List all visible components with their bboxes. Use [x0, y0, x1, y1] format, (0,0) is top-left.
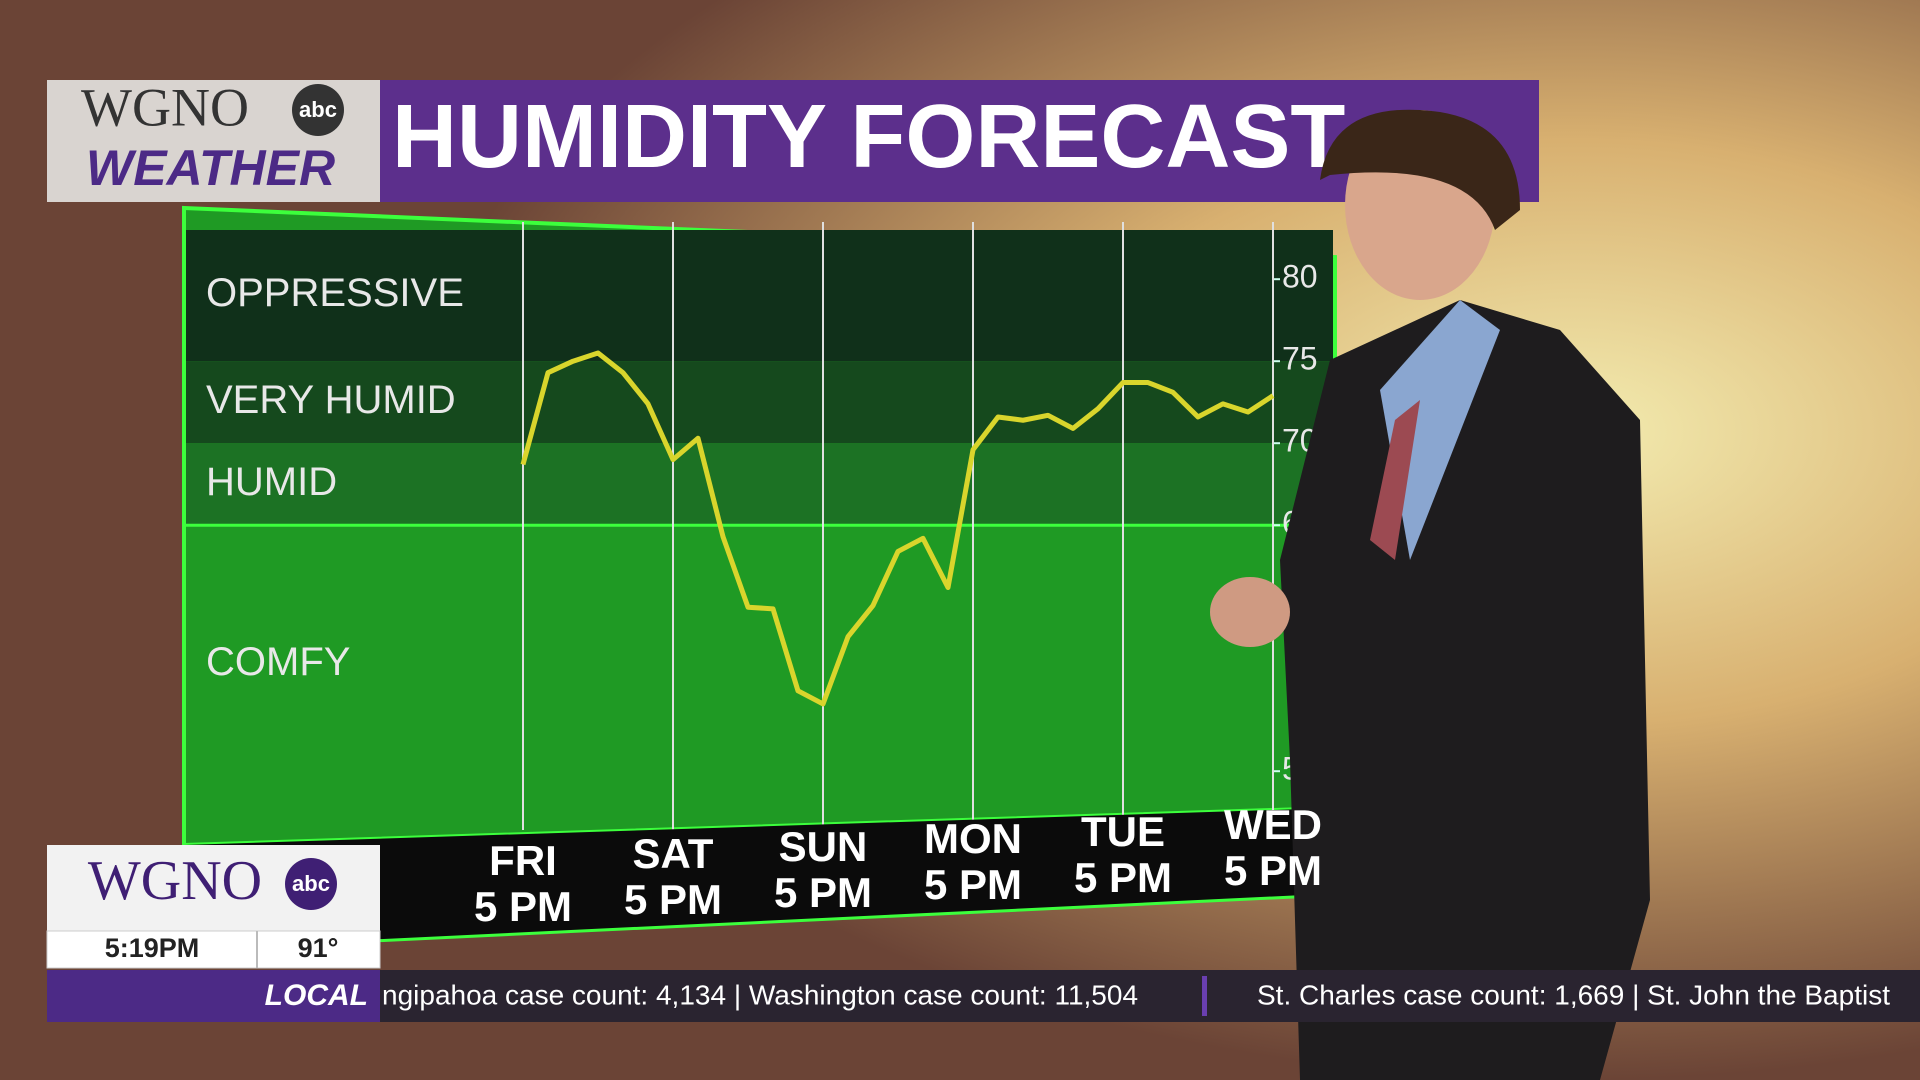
zone-label: VERY HUMID [206, 378, 456, 422]
x-tick-label: SAT 5 PM [623, 829, 723, 923]
zone [186, 230, 1333, 362]
y-tick-label: 75 [1282, 341, 1318, 377]
ticker-section: LOCAL [265, 979, 368, 1012]
x-tick-label: SUN 5 PM [773, 822, 873, 916]
temperature: 91° [298, 933, 339, 963]
zone-label: HUMID [206, 460, 337, 504]
y-tick-label: 80 [1282, 259, 1318, 295]
presenter [1210, 109, 1650, 1080]
zone-label: COMFY [206, 640, 350, 684]
ticker-item: ngipahoa case count: 4,134 | Washington … [382, 979, 1138, 1010]
bug-network: abc [292, 871, 330, 896]
bug-logo: WGNO [88, 850, 262, 912]
x-tick-label: FRI 5 PM [473, 837, 573, 930]
x-tick-label: WED 5 PM [1223, 801, 1323, 894]
network-circle [292, 84, 344, 136]
chart-title: HUMIDITY FORECAST [392, 87, 1345, 187]
x-axis-strip [184, 808, 1335, 950]
zone-label: OPPRESSIVE [206, 271, 464, 315]
network: abc [299, 97, 337, 122]
ticker-item: St. Charles case count: 1,669 | St. John… [1257, 979, 1890, 1010]
data-line [520, 350, 1275, 707]
x-tick-label: MON 5 PM [923, 815, 1023, 909]
time: 5:19PM [105, 933, 200, 963]
zone [186, 525, 1333, 804]
brand: WEATHER [86, 140, 335, 196]
ticker-divider [1202, 976, 1207, 1016]
logo: WGNO [81, 77, 249, 137]
x-tick-label: TUE 5 PM [1073, 808, 1173, 902]
zone [186, 361, 1333, 444]
ticker-section-box [47, 970, 380, 1022]
bug-network-circle [285, 858, 337, 910]
zone [186, 443, 1333, 526]
bug-info [46, 930, 381, 969]
